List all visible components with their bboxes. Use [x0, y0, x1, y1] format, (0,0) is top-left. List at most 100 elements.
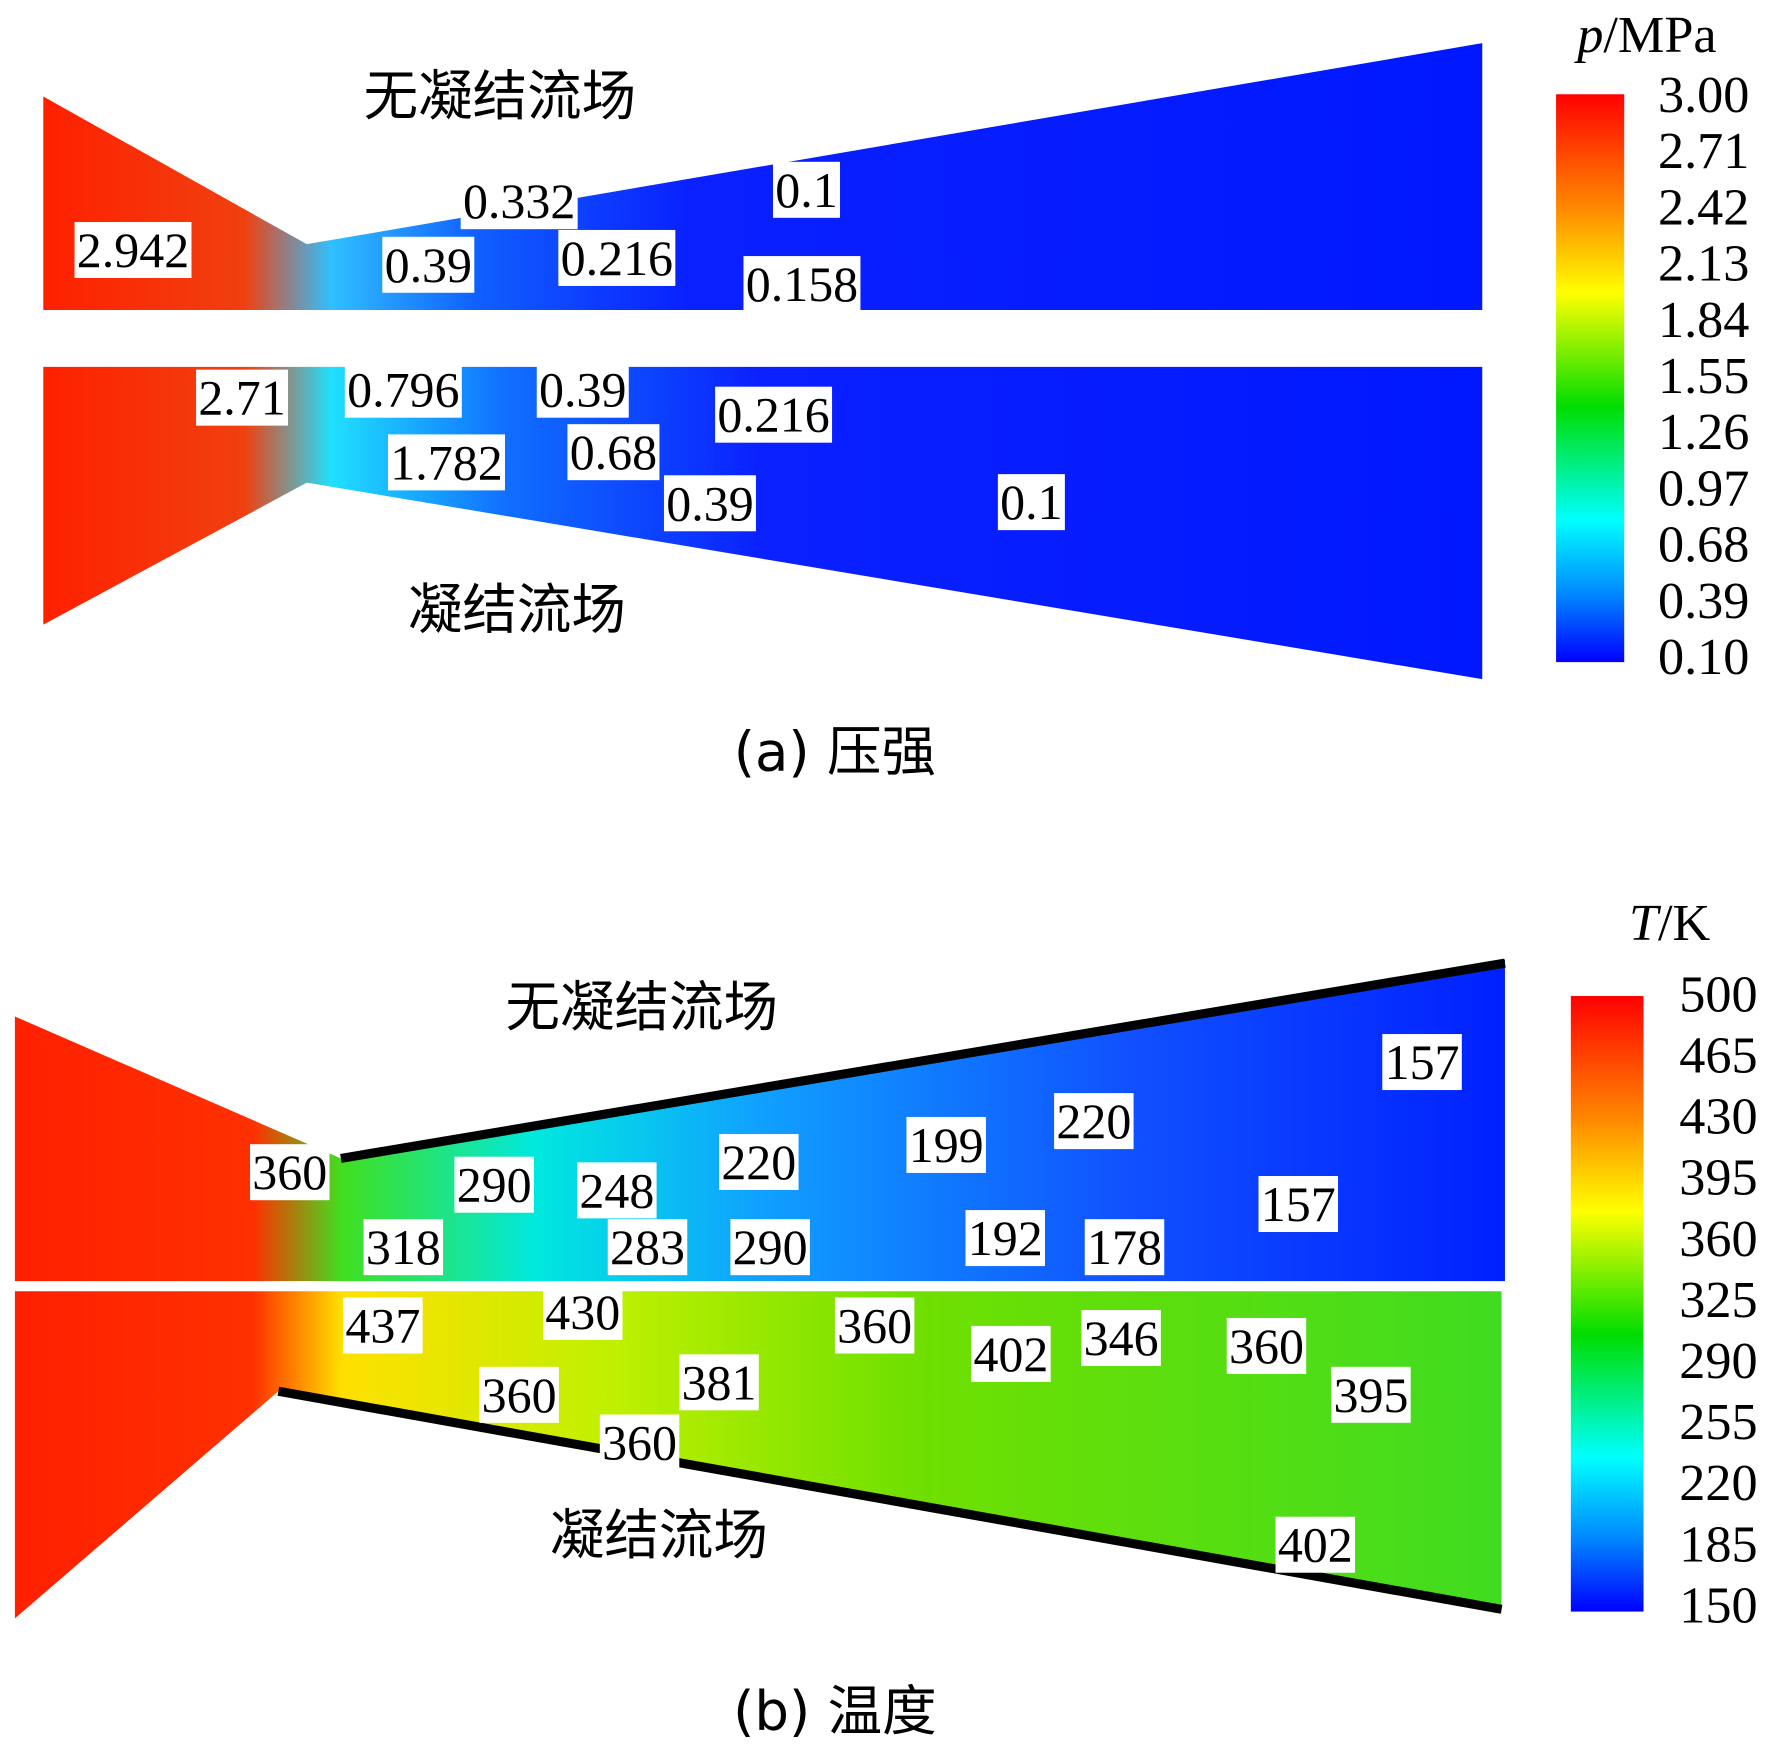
- contour-label-text: 0.68: [570, 424, 657, 480]
- contour-label-text: 0.1: [1000, 474, 1062, 530]
- contour-label: 220: [719, 1133, 799, 1190]
- pressure-panel: 无凝结流场 凝结流场 p/MPa (a) 压强: [43, 6, 1717, 783]
- label-background: [543, 1283, 623, 1340]
- contour-label-text: 0.39: [385, 237, 472, 293]
- colorbar-tick-label: 0.68: [1658, 516, 1749, 574]
- contour-label: 192: [965, 1210, 1045, 1267]
- label-background: [454, 1156, 534, 1213]
- contour-label: 360: [1226, 1317, 1307, 1374]
- contour-label-text: 381: [682, 1354, 757, 1410]
- colorbar-tick-label: 290: [1679, 1332, 1757, 1390]
- wall: [340, 958, 1506, 1163]
- colorbar-tick-label: 2.71: [1658, 122, 1749, 180]
- contour-label-text: 0.796: [347, 362, 459, 418]
- label-background: [663, 475, 756, 532]
- contour-label-text: 199: [909, 1117, 984, 1173]
- contour-label-text: 2.942: [77, 222, 189, 278]
- contour-label-text: 283: [610, 1219, 685, 1275]
- label-background: [772, 161, 841, 218]
- colorbar-tick-label: 220: [1679, 1454, 1757, 1512]
- contour-label: 0.1: [997, 474, 1065, 531]
- contour-label-text: 220: [721, 1134, 796, 1190]
- label-background: [719, 1133, 799, 1190]
- contour-label: 2.71: [196, 369, 289, 426]
- label-background: [343, 1297, 423, 1354]
- contour-label-text: 346: [1084, 1310, 1159, 1366]
- colorbar-tick-label: 150: [1679, 1576, 1757, 1634]
- contour-label-text: 0.332: [463, 173, 575, 229]
- contour-label: 220: [1054, 1093, 1134, 1150]
- label-background: [577, 1162, 657, 1219]
- colorbar-tick-label: 360: [1679, 1210, 1757, 1268]
- label-background: [1331, 1366, 1411, 1423]
- colorbar-title: T/K: [1629, 894, 1711, 952]
- upper-label: 无凝结流场: [364, 64, 637, 128]
- label-background: [834, 1297, 915, 1354]
- contour-label-text: 290: [733, 1219, 808, 1275]
- label-background: [743, 256, 861, 313]
- contour-label: 0.216: [715, 386, 833, 443]
- contour-label-text: 0.158: [746, 256, 858, 312]
- label-background: [1054, 1093, 1134, 1150]
- contour-label: 199: [906, 1116, 986, 1173]
- lower-label: 凝结流场: [408, 577, 626, 641]
- contour-label: 430: [543, 1283, 623, 1340]
- contour-label: 402: [1275, 1516, 1356, 1573]
- contour-label-text: 430: [545, 1284, 620, 1340]
- colorbar-tick-label: 2.42: [1658, 178, 1749, 236]
- label-background: [906, 1116, 986, 1173]
- label-background: [387, 434, 505, 491]
- colorbar: [1570, 996, 1644, 1612]
- label-background: [971, 1325, 1051, 1382]
- contour-label-text: 318: [366, 1219, 441, 1275]
- contour-label: 0.332: [460, 173, 578, 230]
- contour-label-text: 157: [1385, 1034, 1460, 1090]
- contour-label: 178: [1084, 1219, 1165, 1276]
- contour-label: 157: [1382, 1034, 1462, 1091]
- contour-label: 0.39: [536, 361, 629, 418]
- contour-label: 395: [1331, 1366, 1411, 1423]
- colorbar-tick-label: 395: [1679, 1149, 1757, 1207]
- label-background: [1382, 1034, 1462, 1091]
- contour-label: 360: [250, 1144, 330, 1201]
- contour-label-text: 157: [1261, 1176, 1336, 1232]
- contour-label: 290: [454, 1156, 534, 1213]
- colorbar-tick-label: 255: [1679, 1393, 1757, 1451]
- label-background: [382, 236, 475, 293]
- contour-label-text: 402: [1278, 1517, 1353, 1573]
- label-background: [196, 369, 289, 426]
- contour-label-text: 290: [457, 1157, 532, 1213]
- contour-label: 360: [834, 1297, 915, 1354]
- label-background: [607, 1219, 688, 1276]
- label-background: [536, 361, 629, 418]
- symbol: T: [1629, 894, 1662, 952]
- label-background: [363, 1219, 444, 1276]
- label-background: [567, 424, 660, 481]
- colorbar-tick-label: 465: [1679, 1027, 1757, 1085]
- label-background: [479, 1366, 559, 1423]
- temperature-panel: 无凝结流场 凝结流场 T/K (b) 温度: [14, 894, 1711, 1743]
- contour-label: 318: [363, 1219, 444, 1276]
- label-background: [250, 1144, 330, 1201]
- contour-label: 248: [577, 1162, 657, 1219]
- label-background: [1275, 1516, 1356, 1573]
- contour-label-text: 178: [1087, 1219, 1162, 1275]
- colorbar-tick-label: 185: [1679, 1515, 1757, 1573]
- contour-label: 0.216: [558, 229, 676, 286]
- label-background: [344, 361, 462, 418]
- upper-label: 无凝结流场: [506, 975, 779, 1039]
- contour-label-text: 2.71: [198, 370, 285, 426]
- contour-label-text: 192: [968, 1210, 1043, 1266]
- label-background: [460, 173, 578, 230]
- contour-label: 1.782: [387, 434, 505, 491]
- contour-label-text: 437: [345, 1298, 420, 1354]
- contour-label: 437: [343, 1297, 423, 1354]
- contour-label-text: 0.216: [561, 230, 673, 286]
- contour-label: 360: [599, 1414, 680, 1471]
- label-background: [1081, 1310, 1161, 1367]
- colorbar: [1556, 94, 1625, 663]
- label-background: [74, 222, 192, 279]
- contour-label-text: 360: [1229, 1318, 1304, 1374]
- wall: [277, 1386, 1503, 1614]
